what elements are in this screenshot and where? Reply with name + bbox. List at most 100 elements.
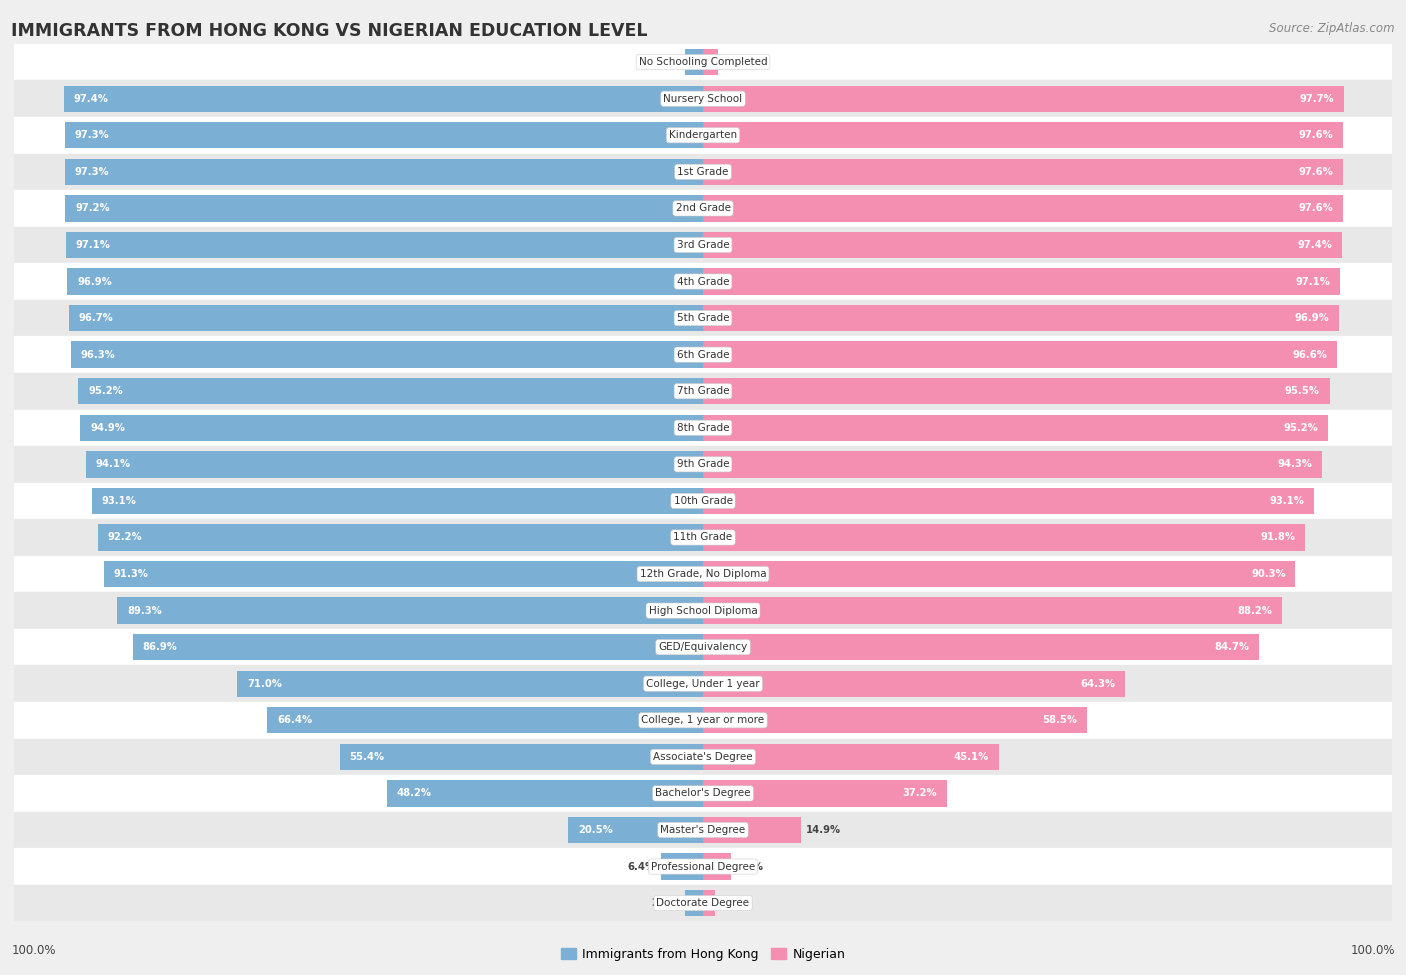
Text: 45.1%: 45.1% [953, 752, 988, 761]
Text: 4.2%: 4.2% [735, 862, 763, 872]
Bar [703, 232, 1343, 258]
Bar [703, 634, 1258, 660]
Text: 95.2%: 95.2% [89, 386, 122, 396]
Text: College, Under 1 year: College, Under 1 year [647, 679, 759, 688]
Text: 84.7%: 84.7% [1213, 643, 1249, 652]
Text: 58.5%: 58.5% [1042, 716, 1077, 725]
Text: 71.0%: 71.0% [247, 679, 281, 688]
Bar [14, 592, 1392, 629]
Text: 97.2%: 97.2% [75, 204, 110, 214]
Bar [14, 519, 1392, 556]
Bar [703, 525, 1305, 551]
Text: 10th Grade: 10th Grade [673, 496, 733, 506]
Bar [14, 81, 1392, 117]
Bar [14, 775, 1392, 811]
Bar [14, 153, 1392, 190]
Bar [79, 378, 703, 405]
Bar [568, 817, 703, 843]
Text: 3rd Grade: 3rd Grade [676, 240, 730, 250]
Text: 97.7%: 97.7% [1299, 94, 1334, 103]
Text: Bachelor's Degree: Bachelor's Degree [655, 789, 751, 799]
Bar [703, 744, 998, 770]
Bar [65, 122, 703, 148]
Bar [14, 702, 1392, 739]
Text: 48.2%: 48.2% [396, 789, 432, 799]
Text: 94.1%: 94.1% [96, 459, 131, 469]
Bar [703, 890, 714, 916]
Text: 2nd Grade: 2nd Grade [675, 204, 731, 214]
Bar [98, 525, 703, 551]
Bar [14, 263, 1392, 300]
Text: 11th Grade: 11th Grade [673, 532, 733, 542]
Text: 97.1%: 97.1% [76, 240, 111, 250]
Bar [14, 556, 1392, 592]
Text: 4th Grade: 4th Grade [676, 277, 730, 287]
Bar [72, 341, 703, 368]
Bar [703, 561, 1295, 587]
Bar [66, 232, 703, 258]
Text: 100.0%: 100.0% [1350, 945, 1395, 957]
Text: GED/Equivalency: GED/Equivalency [658, 643, 748, 652]
Text: 97.6%: 97.6% [1299, 204, 1333, 214]
Text: High School Diploma: High School Diploma [648, 605, 758, 615]
Bar [703, 414, 1327, 441]
Text: 12th Grade, No Diploma: 12th Grade, No Diploma [640, 569, 766, 579]
Bar [703, 853, 731, 879]
Legend: Immigrants from Hong Kong, Nigerian: Immigrants from Hong Kong, Nigerian [561, 948, 845, 961]
Bar [703, 780, 948, 806]
Text: 86.9%: 86.9% [142, 643, 177, 652]
Text: 92.2%: 92.2% [108, 532, 142, 542]
Text: 6th Grade: 6th Grade [676, 350, 730, 360]
Text: 91.8%: 91.8% [1261, 532, 1295, 542]
Bar [661, 853, 703, 879]
Text: 14.9%: 14.9% [806, 825, 841, 835]
Text: Associate's Degree: Associate's Degree [654, 752, 752, 761]
Text: 96.9%: 96.9% [1294, 313, 1329, 323]
Bar [703, 305, 1339, 332]
Bar [685, 49, 703, 75]
Text: 88.2%: 88.2% [1237, 605, 1272, 615]
Text: 95.5%: 95.5% [1285, 386, 1320, 396]
Text: 96.3%: 96.3% [82, 350, 115, 360]
Bar [14, 739, 1392, 775]
Bar [93, 488, 703, 514]
Text: 20.5%: 20.5% [578, 825, 613, 835]
Text: 97.3%: 97.3% [75, 131, 110, 140]
Bar [14, 483, 1392, 519]
Text: 64.3%: 64.3% [1080, 679, 1115, 688]
Bar [14, 227, 1392, 263]
Bar [67, 268, 703, 294]
Text: Professional Degree: Professional Degree [651, 862, 755, 872]
Bar [14, 372, 1392, 409]
Text: 96.9%: 96.9% [77, 277, 112, 287]
Bar [703, 122, 1343, 148]
Text: 89.3%: 89.3% [127, 605, 162, 615]
Text: College, 1 year or more: College, 1 year or more [641, 716, 765, 725]
Bar [132, 634, 703, 660]
Bar [104, 561, 703, 587]
Text: 93.1%: 93.1% [1270, 496, 1303, 506]
Text: Kindergarten: Kindergarten [669, 131, 737, 140]
Bar [14, 629, 1392, 665]
Text: 100.0%: 100.0% [11, 945, 56, 957]
Text: No Schooling Completed: No Schooling Completed [638, 58, 768, 67]
Text: 96.7%: 96.7% [79, 313, 112, 323]
Text: 94.9%: 94.9% [90, 423, 125, 433]
Bar [703, 159, 1343, 185]
Text: 93.1%: 93.1% [103, 496, 136, 506]
Text: 97.1%: 97.1% [1295, 277, 1330, 287]
Bar [703, 451, 1322, 478]
Bar [703, 268, 1340, 294]
Text: 95.2%: 95.2% [1284, 423, 1317, 433]
Bar [685, 890, 703, 916]
Bar [65, 195, 703, 221]
Text: 37.2%: 37.2% [903, 789, 938, 799]
Text: 1st Grade: 1st Grade [678, 167, 728, 176]
Text: 7th Grade: 7th Grade [676, 386, 730, 396]
Bar [703, 378, 1330, 405]
Text: 97.3%: 97.3% [75, 167, 110, 176]
Bar [14, 336, 1392, 372]
Bar [387, 780, 703, 806]
Text: Master's Degree: Master's Degree [661, 825, 745, 835]
Text: 55.4%: 55.4% [349, 752, 384, 761]
